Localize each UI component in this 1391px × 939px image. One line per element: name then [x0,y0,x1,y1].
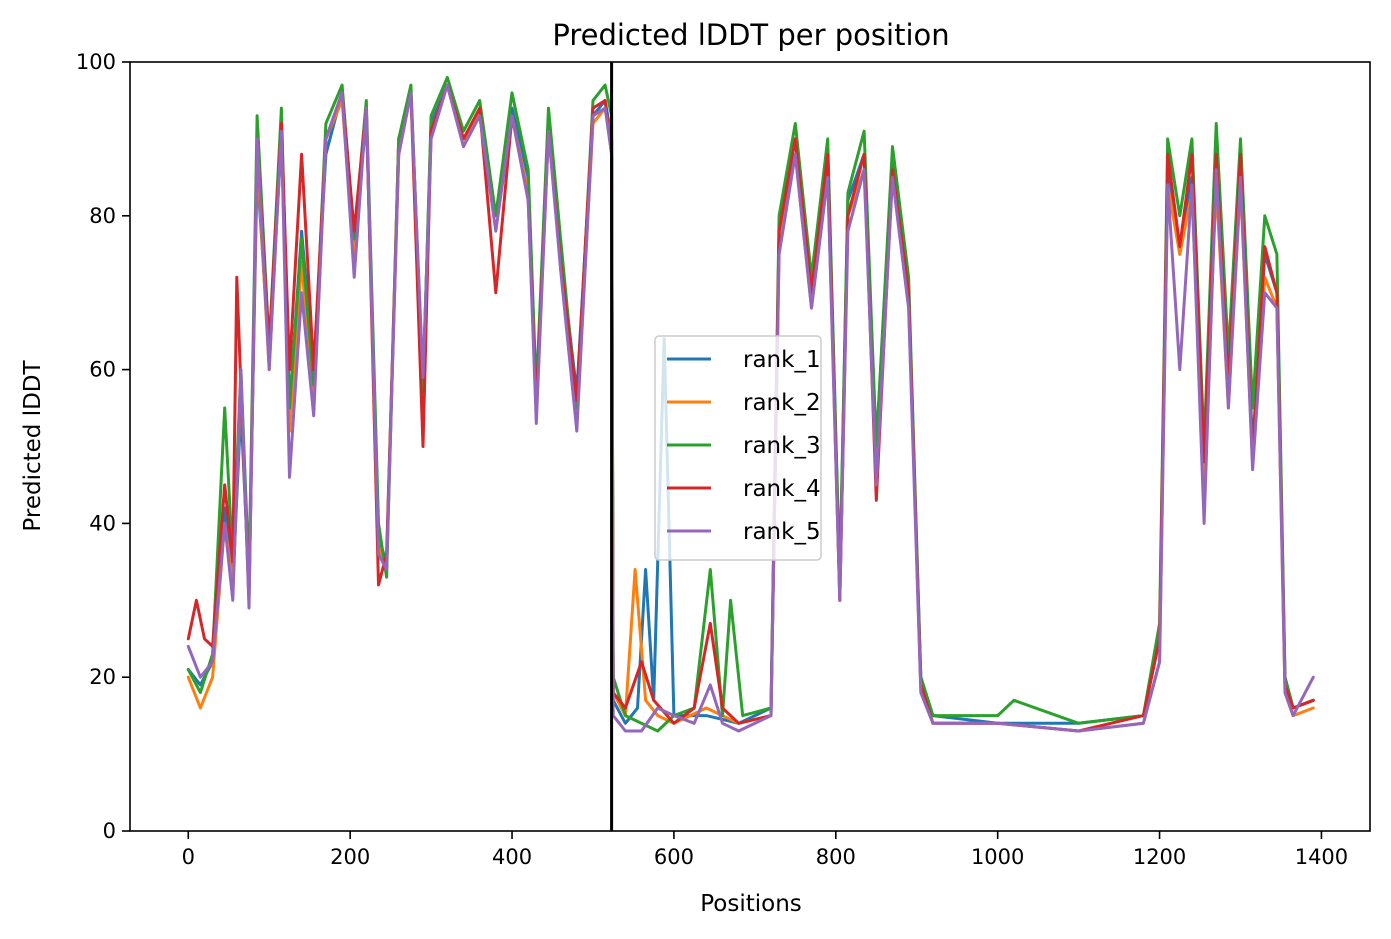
legend: rank_1 rank_2 rank_3 rank_4 rank_5 [654,335,822,561]
x-tick-label: 800 [816,845,856,869]
x-axis-ticks: 0 200 400 600 800 1000 1200 1400 [182,831,1348,869]
y-tick-label: 40 [89,511,116,535]
y-tick-label: 0 [103,819,116,843]
x-tick-label: 1200 [1133,845,1186,869]
x-axis-label: Positions [700,891,802,917]
chart-title: Predicted lDDT per position [552,18,949,52]
legend-label-rank_3: rank_3 [743,433,821,459]
series-line-rank_5 [186,83,1315,733]
y-axis-label: Predicted lDDT [20,359,46,531]
x-tick-label: 400 [492,845,532,869]
legend-label-rank_2: rank_2 [743,390,821,416]
x-tick-label: 1000 [971,845,1024,869]
series-layer [186,75,1315,733]
x-tick-label: 1400 [1295,845,1348,869]
plot-frame [129,61,1371,832]
y-tick-label: 80 [89,204,116,228]
x-tick-label: 200 [330,845,370,869]
legend-label-rank_4: rank_4 [743,476,821,502]
legend-items: rank_1 rank_2 rank_3 rank_4 rank_5 [667,347,821,545]
x-tick-label: 600 [654,845,694,869]
y-tick-label: 20 [89,665,116,689]
x-tick-label: 0 [182,845,195,869]
y-tick-label: 100 [76,50,116,74]
y-axis-ticks: 0 20 40 60 80 100 [76,50,130,843]
legend-label-rank_5: rank_5 [743,519,821,545]
legend-box [654,335,822,561]
legend-label-rank_1: rank_1 [743,347,821,373]
y-tick-label: 60 [89,358,116,382]
plot-area [129,61,1371,832]
